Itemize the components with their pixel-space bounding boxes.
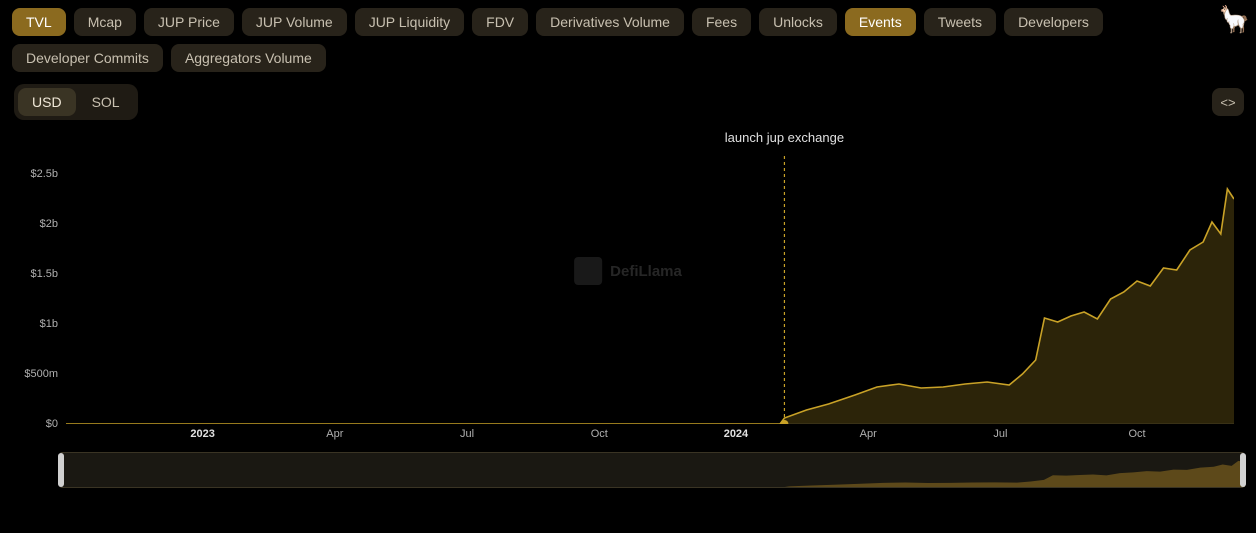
tvl-chart: launch jup exchange DefiLlama $0$500m$1b… [12,124,1244,444]
y-tick-label: $2.5b [30,168,58,180]
tab-fees[interactable]: Fees [692,8,751,36]
x-tick-label: 2024 [724,428,748,440]
x-tick-label: Oct [1128,428,1145,440]
tab-jup-liquidity[interactable]: JUP Liquidity [355,8,464,36]
tab-developer-commits[interactable]: Developer Commits [12,44,163,72]
tab-aggregators-volume[interactable]: Aggregators Volume [171,44,326,72]
tab-unlocks[interactable]: Unlocks [759,8,837,36]
y-tick-label: $1b [40,318,58,330]
range-slider[interactable] [60,452,1244,488]
tab-jup-volume[interactable]: JUP Volume [242,8,347,36]
y-axis-labels: $0$500m$1b$1.5b$2b$2.5b [12,154,62,424]
tab-developers[interactable]: Developers [1004,8,1103,36]
x-tick-label: Oct [591,428,608,440]
x-tick-label: Jul [460,428,474,440]
tab-events[interactable]: Events [845,8,916,36]
y-tick-label: $2b [40,218,58,230]
currency-usd[interactable]: USD [18,88,76,116]
y-tick-label: $1.5b [30,268,58,280]
metric-tabs-row-2: Developer Commits Aggregators Volume [0,44,1256,80]
y-tick-label: $0 [46,418,58,430]
range-handle-left[interactable] [58,453,64,487]
metric-tabs-row-1: TVL Mcap JUP Price JUP Volume JUP Liquidity F… [0,0,1256,44]
x-tick-label: Apr [860,428,877,440]
tab-fdv[interactable]: FDV [472,8,528,36]
tab-mcap[interactable]: Mcap [74,8,136,36]
tab-tweets[interactable]: Tweets [924,8,996,36]
x-axis-labels: 2023 Apr Jul Oct 2024 Apr Jul Oct [66,428,1234,444]
tab-jup-price[interactable]: JUP Price [144,8,234,36]
controls-row: USDSOL <> [0,80,1256,120]
event-label: launch jup exchange [725,130,844,145]
chart-svg [66,154,1234,424]
currency-toggle: USDSOL [14,84,138,120]
range-handle-right[interactable] [1240,453,1246,487]
x-tick-label: Apr [326,428,343,440]
tab-derivatives-volume[interactable]: Derivatives Volume [536,8,684,36]
chart-plot-area [66,154,1234,424]
code-icon: <> [1220,95,1235,110]
x-tick-label: Jul [993,428,1007,440]
x-tick-label: 2023 [190,428,214,440]
embed-button[interactable]: <> [1212,88,1244,116]
tab-tvl[interactable]: TVL [12,8,66,36]
y-tick-label: $500m [24,368,58,380]
currency-sol[interactable]: SOL [78,88,134,116]
